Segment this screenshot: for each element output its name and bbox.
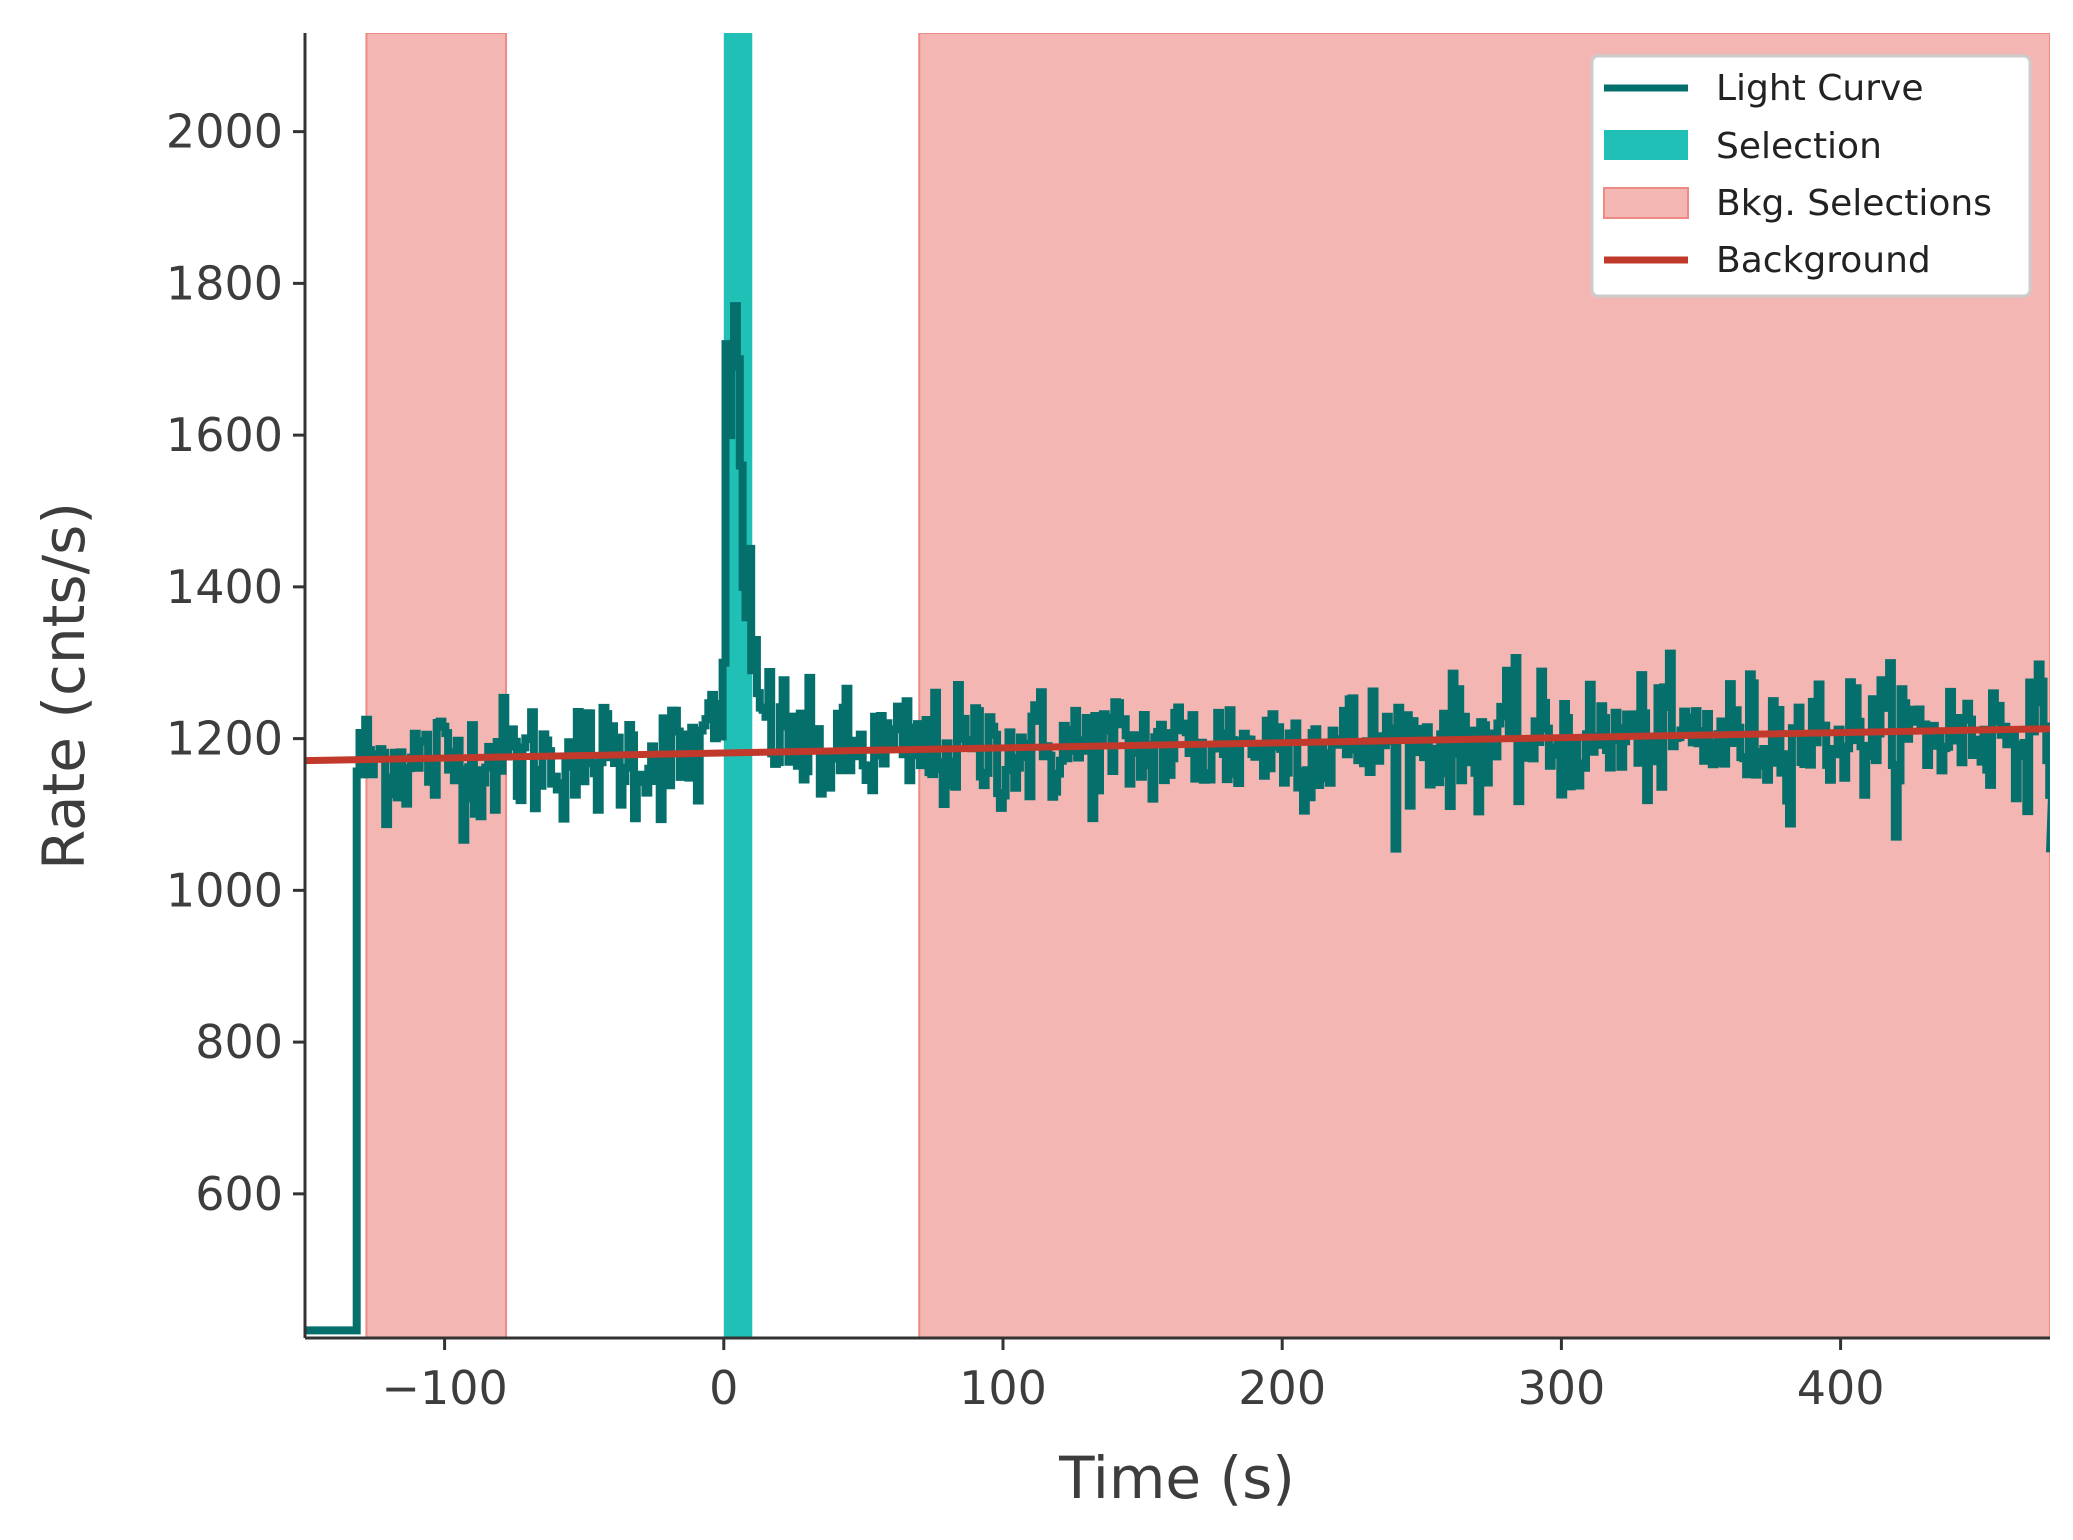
y-tick-label: 1400 — [166, 560, 283, 614]
x-tick-label: 400 — [1797, 1361, 1885, 1415]
light-curve-line — [305, 302, 2050, 1335]
legend-selection-label: Selection — [1716, 126, 1882, 167]
x-tick-label: −100 — [381, 1361, 507, 1415]
selection-layer — [723, 33, 753, 1338]
bkg-selection-region — [365, 33, 508, 1338]
y-tick-label: 600 — [195, 1167, 283, 1221]
x-tick-label: 0 — [709, 1361, 738, 1415]
legend-selection-swatch — [1604, 130, 1688, 160]
legend: Light Curve Selection Bkg. Selections Ba… — [1590, 54, 2032, 298]
y-tick-label: 1600 — [166, 408, 283, 462]
ticks: −100 0 100 200 300 400 600 800 1000 1200 1400 1600 1… — [166, 105, 1885, 1415]
legend-bkg-selections-label: Bkg. Selections — [1716, 183, 1992, 224]
x-axis-label: Time (s) — [1058, 1444, 1295, 1512]
x-tick-label: 100 — [959, 1361, 1047, 1415]
legend-light-curve-label: Light Curve — [1716, 68, 1924, 109]
y-tick-label: 1800 — [166, 256, 283, 310]
x-tick-label: 300 — [1517, 1361, 1605, 1415]
background-fit-line — [305, 725, 2050, 765]
y-tick-label: 2000 — [166, 105, 283, 159]
legend-frame — [1590, 54, 2032, 298]
background-layer — [305, 725, 2050, 765]
y-tick-label: 800 — [195, 1015, 283, 1069]
legend-bkg-selections-swatch — [1603, 187, 1689, 219]
light-curve-layer — [305, 302, 2050, 1335]
legend-background-label: Background — [1716, 240, 1931, 281]
axes — [303, 33, 2050, 1340]
y-tick-label: 1200 — [166, 712, 283, 766]
x-tick-label: 200 — [1238, 1361, 1326, 1415]
y-tick-label: 1000 — [166, 863, 283, 917]
y-axis-label: Rate (cnts/s) — [30, 502, 98, 870]
selection-region — [723, 33, 753, 1338]
